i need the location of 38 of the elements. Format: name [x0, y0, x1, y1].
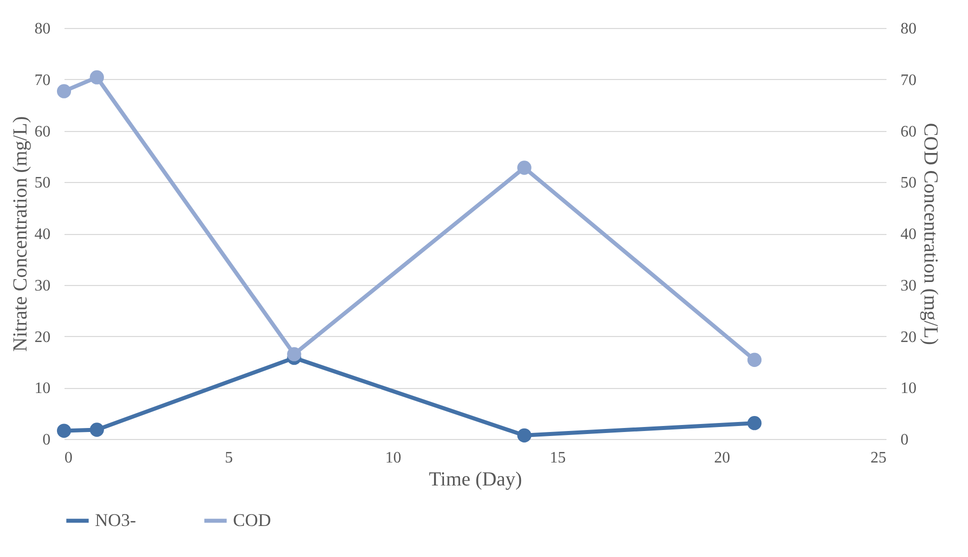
x-axis-title: Time (Day) — [428, 468, 522, 490]
y2-tick-label: 40 — [900, 226, 916, 243]
point — [517, 160, 532, 175]
y-tick-label: 80 — [34, 20, 50, 38]
y-tick-label: 10 — [34, 380, 50, 398]
y-tick-label: 40 — [34, 226, 50, 243]
y2-tick-label: 0 — [900, 432, 908, 448]
point — [747, 416, 762, 430]
y2-tick-label: 50 — [900, 174, 916, 192]
y2-tick-label: 60 — [900, 123, 916, 140]
point — [747, 352, 762, 367]
x-tick-label: 15 — [550, 450, 566, 466]
y-tick-label: 0 — [42, 432, 50, 448]
y-tick-label: 70 — [34, 72, 50, 89]
point — [56, 424, 72, 438]
y-axis-title: Nitrate Concentration (mg/L) — [10, 116, 32, 352]
y2-tick-label: 10 — [900, 380, 916, 398]
y-tick-label: 20 — [34, 328, 50, 346]
point — [90, 70, 104, 84]
x-tick-label: 20 — [714, 450, 730, 466]
y2-tick-label: 30 — [900, 277, 916, 294]
y2-tick-label: 80 — [900, 20, 916, 38]
point — [90, 422, 104, 437]
x-tick-label: 25 — [870, 450, 886, 466]
point — [287, 347, 302, 362]
y2-tick-label: 70 — [900, 72, 916, 89]
y-tick-label: 60 — [34, 123, 50, 140]
legend-label: NO3- — [95, 510, 136, 530]
x-tick-label: 5 — [224, 450, 233, 466]
y2-axis-title: COD Concentration (mg/L) — [920, 122, 942, 346]
y2-tick-label: 20 — [900, 328, 916, 346]
point — [56, 84, 72, 98]
y-tick-label: 30 — [34, 277, 50, 294]
x-tick-label: 10 — [385, 450, 402, 466]
y-tick-label: 50 — [34, 174, 50, 192]
point — [517, 428, 532, 442]
x-tick-label: 0 — [64, 450, 72, 466]
legend-label: COD — [233, 510, 272, 530]
